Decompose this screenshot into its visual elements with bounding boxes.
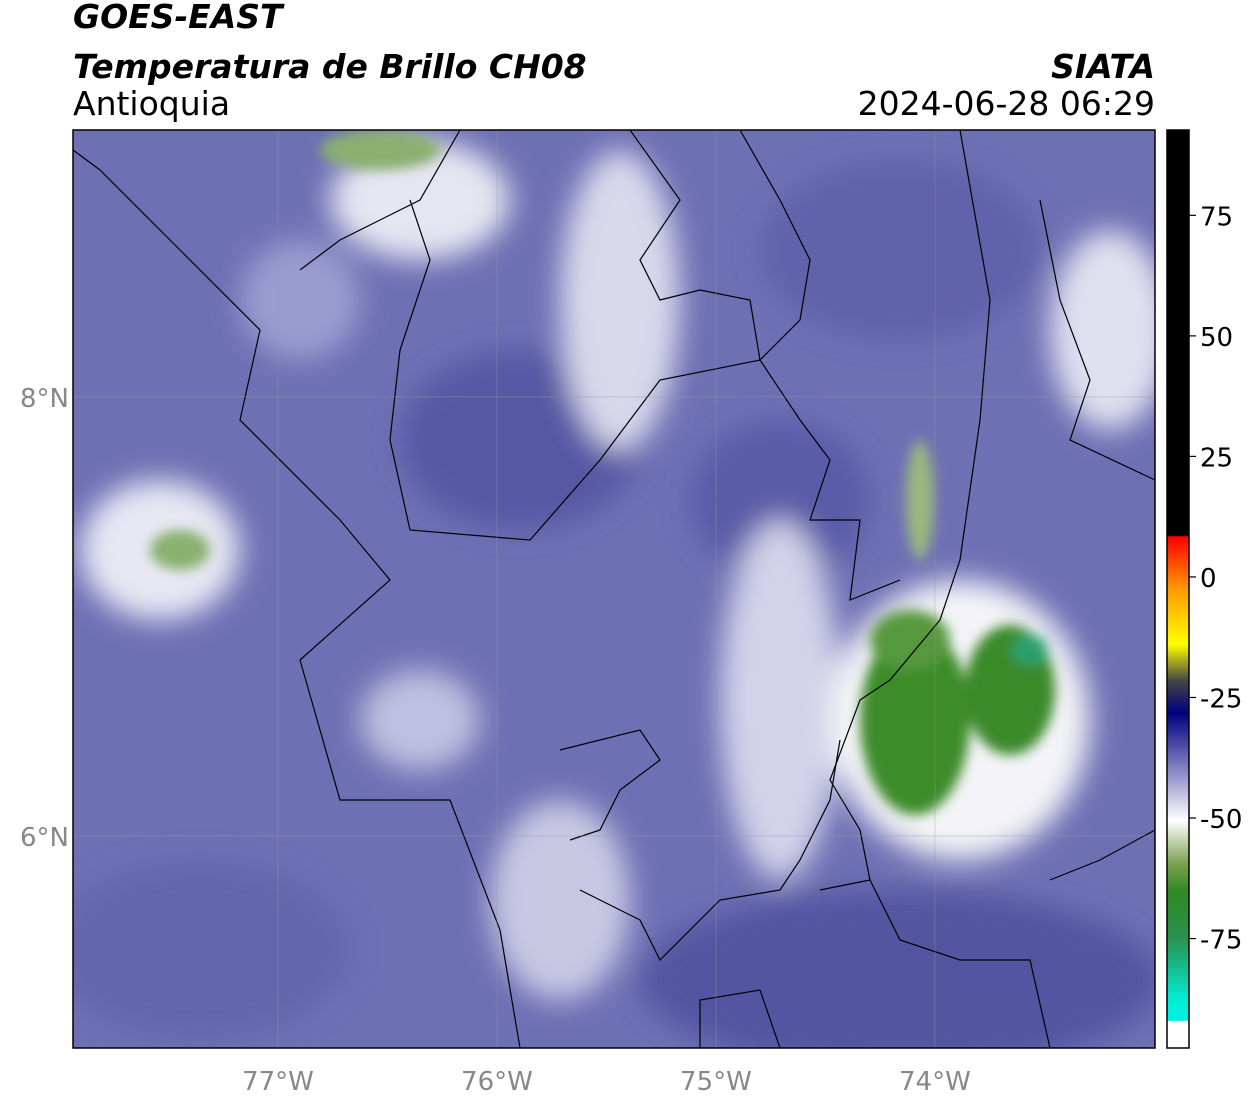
lat-tick-label: 6°N	[20, 823, 69, 853]
colorbar-tick-label: 0	[1200, 564, 1217, 594]
datetime: 2024-06-28 06:29	[858, 84, 1155, 123]
colorbar-tick-label: 50	[1200, 323, 1233, 353]
title: GOES-EAST	[73, 0, 285, 36]
colorbar-tick-label: 25	[1200, 443, 1233, 473]
lon-tick-label: 75°W	[680, 1067, 752, 1097]
lon-tick-label: 77°W	[242, 1067, 314, 1097]
colorbar	[1166, 129, 1190, 1049]
colorbar-tick-label: 75	[1200, 202, 1233, 232]
colorbar-tick-label: -50	[1200, 805, 1242, 835]
lon-tick-label: 74°W	[899, 1067, 971, 1097]
grid	[73, 130, 1155, 1048]
colorbar-tick-label: -25	[1200, 684, 1242, 714]
source: SIATA	[1051, 47, 1155, 86]
subtitle: Temperatura de Brillo CH08	[73, 47, 587, 86]
map-frame	[72, 129, 1156, 1049]
region: Antioquia	[73, 84, 230, 123]
colorbar-tick-label: -75	[1200, 926, 1242, 956]
borders	[73, 130, 1155, 1048]
lat-tick-label: 8°N	[20, 384, 69, 414]
lon-tick-label: 76°W	[461, 1067, 533, 1097]
map-field	[73, 130, 1155, 1048]
